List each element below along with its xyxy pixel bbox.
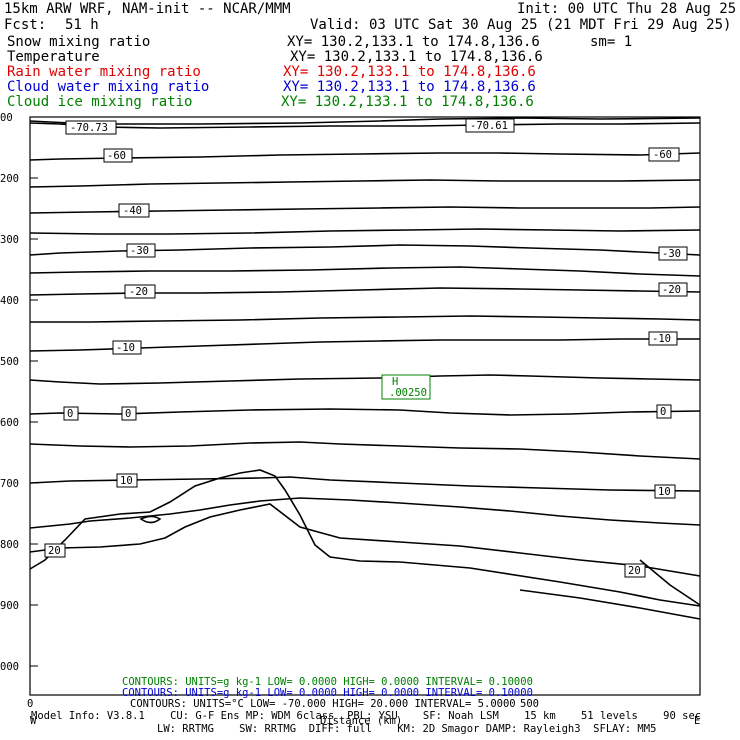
y-tick-label: 000 [0,661,19,673]
isotherm-line [29,244,701,256]
y-tick-label: 900 [0,600,19,612]
model-schemes: LW: RRTMG SW: RRTMG DIFF: full KM: 2D Sm… [157,723,657,735]
y-tick-label: 600 [0,417,19,429]
svg-text:-20: -20 [129,286,148,298]
corner-w: W [30,715,37,727]
svg-text:0: 0 [67,408,73,420]
field-name-rain: Rain water mixing ratio [7,64,201,80]
contour-label: -30 [658,246,688,261]
isotherm-line [29,266,701,277]
svg-text:-60: -60 [653,149,672,161]
field-xy-rain: XY= 130.2,133.1 to 174.8,136.6 [283,64,536,80]
model-info: Model Info: V3.8.1 CU: G-F Ens MP: WDM 6… [31,710,702,722]
svg-text:-30: -30 [130,245,149,257]
svg-text:20: 20 [628,565,641,577]
y-tick-label: 00 [0,112,13,124]
contour-label: 20 [624,563,646,578]
svg-text:-70.73: -70.73 [70,122,108,134]
contour-label: 10 [654,484,676,499]
contour-info-temperature: CONTOURS: UNITS=°C LOW= -70.000 HIGH= 20… [130,698,516,710]
isotherm-line [29,503,701,577]
terrain-outline [29,469,701,607]
svg-text:-30: -30 [662,248,681,260]
isotherm-line [29,117,701,125]
svg-text:-20: -20 [662,284,681,296]
field-xy-snow: XY= 130.2,133.1 to 174.8,136.6 [287,34,540,50]
contour-label: -40 [118,203,150,218]
y-tick-marks [30,177,38,667]
field-name-snow: Snow mixing ratio [7,34,151,50]
isotherm-line [29,408,701,416]
svg-text:20: 20 [48,545,61,557]
plot-title: 15km ARW WRF, NAM-init -- NCAR/MMM [4,1,291,17]
terrain-baseline [639,559,701,606]
contour-label: -10 [112,340,142,355]
x-tick-label: 500 [520,698,539,710]
max-marker-value: .00250 [389,387,427,399]
svg-text:10: 10 [658,486,671,498]
plot-frame [29,116,701,696]
isotherm-line [519,589,701,620]
smoothing-value: sm= 1 [590,34,633,50]
isotherm-line [29,152,701,161]
cloud-ice-max-marker: H .00250 [381,374,431,400]
isotherm-line [29,228,701,235]
init-time: Init: 00 UTC Thu 28 Aug 25 [517,1,737,17]
y-tick-label: 400 [0,295,19,307]
contour-label: -30 [126,243,156,258]
svg-text:0: 0 [125,408,131,420]
isotherm-line [30,315,701,323]
isotherm-line [29,179,701,188]
isotherm-line [29,287,701,296]
isotherm-line [29,441,701,460]
y-tick-label: 700 [0,478,19,490]
x-tick-label: 0 [27,698,34,710]
svg-text:-70.61: -70.61 [470,120,508,132]
contour-label: -70.73 [65,120,117,135]
contour-label: -10 [648,331,678,346]
corner-e: E [694,715,701,727]
contour-label: -60 [103,148,133,163]
valid-time: Valid: 03 UTC Sat 30 Aug 25 (21 MDT Fri … [310,17,732,33]
forecast-label: Fcst: [4,17,47,33]
isotherm-line [29,497,701,529]
x-axis-label: Distance (km) [320,715,403,727]
svg-text:-60: -60 [107,150,126,162]
field-xy-cloud-water: XY= 130.2,133.1 to 174.8,136.6 [283,79,536,95]
contour-label: 20 [44,543,66,558]
isotherm-line [29,374,701,385]
y-tick-label: 300 [0,234,19,246]
contour-label: 0 [121,406,137,421]
contour-label: -20 [124,284,156,299]
contour-label: 0 [656,404,672,419]
svg-text:-10: -10 [116,342,135,354]
forecast-hours: 51 h [65,17,99,33]
field-name-cloud-ice: Cloud ice mixing ratio [7,94,193,110]
svg-text:-40: -40 [123,205,142,217]
field-xy-temperature: XY= 130.2,133.1 to 174.8,136.6 [290,49,543,65]
svg-text:10: 10 [120,475,133,487]
field-name-temperature: Temperature [7,49,100,65]
contour-label: -20 [658,282,688,297]
contour-label: 10 [116,473,138,488]
y-tick-label: 200 [0,173,19,185]
svg-text:0: 0 [660,406,666,418]
max-marker-letter: H [392,376,398,388]
y-tick-label: 800 [0,539,19,551]
contour-info-cloud-ice: CONTOURS: UNITS=g kg-1 LOW= 0.0000 HIGH=… [122,676,533,688]
y-tick-label: 500 [0,356,19,368]
isotherm-closed-loop [139,515,162,524]
contour-label: -60 [648,147,680,162]
svg-text:-10: -10 [652,333,671,345]
contour-info-cloud-water: CONTOURS: UNITS=g kg-1 LOW= 0.0000 HIGH=… [122,687,533,699]
field-name-cloud-water: Cloud water mixing ratio [7,79,210,95]
contour-label: 0 [63,406,79,421]
field-xy-cloud-ice: XY= 130.2,133.1 to 174.8,136.6 [281,94,534,110]
contour-label: -70.61 [465,118,515,133]
